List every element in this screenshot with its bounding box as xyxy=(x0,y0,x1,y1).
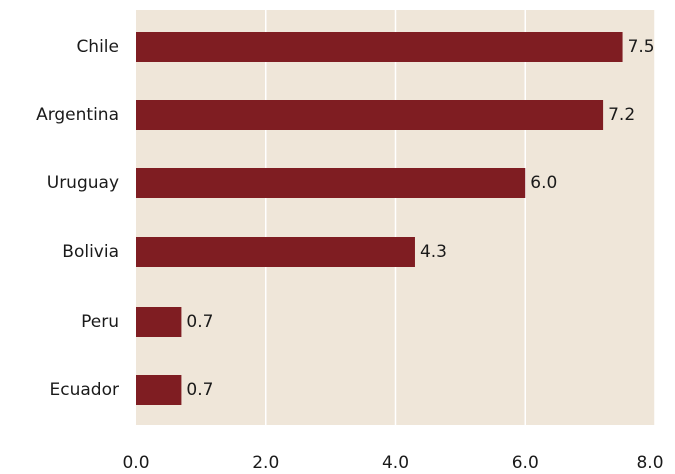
x-tick-label: 8.0 xyxy=(636,453,663,473)
bar xyxy=(136,237,415,267)
x-tick-label: 6.0 xyxy=(512,453,539,473)
value-label: 0.7 xyxy=(186,380,213,400)
value-label: 7.2 xyxy=(608,105,635,125)
category-labels: Chile Argentina Uruguay Bolivia Peru Ecuador xyxy=(36,37,119,400)
value-label: 4.3 xyxy=(420,242,447,262)
bar xyxy=(136,32,623,62)
bars xyxy=(136,32,623,405)
bar xyxy=(136,100,604,130)
value-label: 6.0 xyxy=(530,173,557,193)
bar xyxy=(136,307,182,337)
x-axis-tick-labels: 0.0 2.0 4.0 6.0 8.0 xyxy=(122,453,663,473)
bar xyxy=(136,375,182,405)
category-label: Peru xyxy=(81,312,119,332)
value-label: 0.7 xyxy=(186,312,213,332)
value-labels: 7.5 7.2 6.0 4.3 0.7 0.7 xyxy=(186,37,654,400)
category-label: Uruguay xyxy=(47,173,119,193)
gridlines xyxy=(265,10,656,425)
category-label: Bolivia xyxy=(62,242,119,262)
bar xyxy=(136,168,526,198)
x-tick-label: 2.0 xyxy=(252,453,279,473)
value-label: 7.5 xyxy=(628,37,655,57)
category-label: Chile xyxy=(76,37,119,57)
x-tick-label: 0.0 xyxy=(122,453,149,473)
x-tick-label: 4.0 xyxy=(382,453,409,473)
category-label: Ecuador xyxy=(50,380,119,400)
category-label: Argentina xyxy=(36,105,119,125)
